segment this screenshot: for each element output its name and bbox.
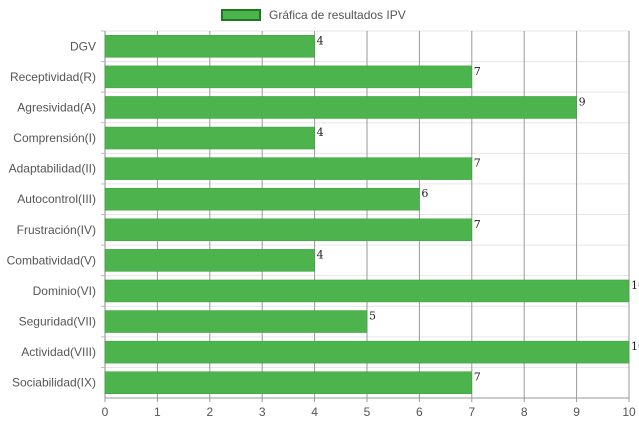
legend-swatch <box>221 9 261 21</box>
data-label: 6 <box>421 187 428 200</box>
x-tick-label: 3 <box>259 405 266 419</box>
category-label: Autocontrol(III) <box>17 192 96 206</box>
x-tick-label: 0 <box>102 405 109 419</box>
category-label: Adaptabilidad(II) <box>9 162 96 176</box>
bar[interactable] <box>104 218 473 242</box>
bar[interactable] <box>104 279 630 303</box>
data-label: 4 <box>317 34 324 47</box>
x-tick-label: 2 <box>206 405 213 419</box>
category-label: Seguridad(VII) <box>19 315 96 329</box>
category-label: DGV <box>70 39 96 53</box>
bar[interactable] <box>104 187 420 211</box>
x-tick-label: 5 <box>364 405 371 419</box>
data-label: 9 <box>579 95 586 108</box>
x-tick-label: 7 <box>468 405 475 419</box>
data-label: 4 <box>317 248 324 261</box>
x-tick-label: 9 <box>573 405 580 419</box>
data-label: 4 <box>317 126 324 139</box>
legend-label: Gráfica de resultados IPV <box>269 8 406 22</box>
bar[interactable] <box>104 35 315 58</box>
x-tick-label: 4 <box>311 405 318 419</box>
bar[interactable] <box>104 249 315 272</box>
data-label: 10 <box>631 340 639 353</box>
category-label: Sociabilidad(IX) <box>12 376 96 390</box>
data-label: 7 <box>474 157 481 170</box>
x-tick-label: 1 <box>154 405 161 419</box>
category-label: Combatividad(V) <box>7 253 96 267</box>
category-label: Comprensión(I) <box>13 131 96 145</box>
x-tick-label: 10 <box>622 405 636 419</box>
x-tick-label: 8 <box>521 405 528 419</box>
bar[interactable] <box>104 126 315 150</box>
category-label: Receptividad(R) <box>10 70 96 84</box>
category-label: Frustración(IV) <box>17 223 96 237</box>
chart-legend[interactable]: Gráfica de resultados IPV <box>221 6 406 24</box>
bar[interactable] <box>104 157 473 180</box>
category-label: Actividad(VIII) <box>21 345 96 359</box>
bar[interactable] <box>104 371 473 394</box>
bar[interactable] <box>104 310 368 333</box>
bar[interactable] <box>104 340 630 364</box>
category-label: Dominio(VI) <box>33 284 96 298</box>
data-label: 7 <box>474 65 481 78</box>
x-tick-label: 6 <box>416 405 423 419</box>
category-label: Agresividad(A) <box>17 100 96 114</box>
data-label: 10 <box>631 279 639 292</box>
bar[interactable] <box>104 96 577 119</box>
bar[interactable] <box>104 65 473 89</box>
data-label: 7 <box>474 371 481 384</box>
data-label: 5 <box>369 310 376 323</box>
data-label: 7 <box>474 218 481 231</box>
